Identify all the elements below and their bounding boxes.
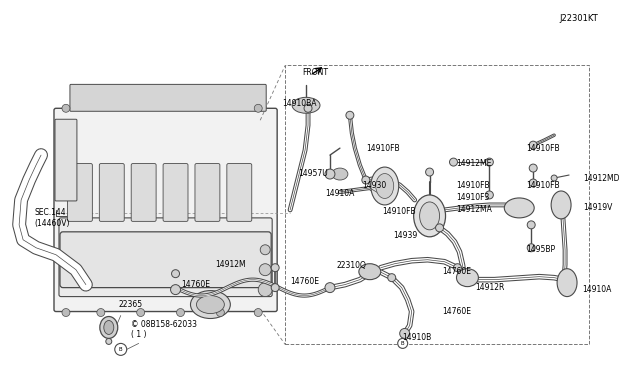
Circle shape xyxy=(362,176,370,184)
Text: 14910FB: 14910FB xyxy=(456,180,490,189)
Ellipse shape xyxy=(196,296,225,314)
Ellipse shape xyxy=(456,269,479,286)
Ellipse shape xyxy=(359,264,381,280)
FancyBboxPatch shape xyxy=(195,164,220,221)
Circle shape xyxy=(254,308,262,317)
Circle shape xyxy=(426,168,433,176)
Circle shape xyxy=(62,104,70,112)
Circle shape xyxy=(254,104,262,112)
Circle shape xyxy=(172,270,180,278)
Circle shape xyxy=(529,179,537,187)
Circle shape xyxy=(449,158,458,166)
Bar xyxy=(285,65,589,344)
Circle shape xyxy=(527,244,535,252)
FancyBboxPatch shape xyxy=(54,108,277,311)
Text: 22310Q: 22310Q xyxy=(337,261,367,270)
Ellipse shape xyxy=(413,195,445,237)
Text: 14912ME: 14912ME xyxy=(456,158,492,167)
Text: 14912MD: 14912MD xyxy=(583,173,620,183)
Ellipse shape xyxy=(292,97,320,113)
Text: 14760E: 14760E xyxy=(442,307,472,316)
Text: 14910FB: 14910FB xyxy=(382,208,415,217)
FancyBboxPatch shape xyxy=(227,164,252,221)
Ellipse shape xyxy=(100,317,118,339)
Circle shape xyxy=(171,285,180,295)
Text: 14912MA: 14912MA xyxy=(456,205,492,214)
Circle shape xyxy=(346,111,354,119)
Circle shape xyxy=(529,164,537,172)
Text: 14912M: 14912M xyxy=(215,260,246,269)
Ellipse shape xyxy=(104,321,114,334)
Circle shape xyxy=(62,308,70,317)
FancyBboxPatch shape xyxy=(59,218,272,296)
Circle shape xyxy=(97,308,105,317)
Circle shape xyxy=(216,308,225,317)
Circle shape xyxy=(271,283,279,292)
Circle shape xyxy=(400,328,410,339)
Circle shape xyxy=(551,175,557,181)
Text: B: B xyxy=(119,347,122,352)
Ellipse shape xyxy=(557,269,577,296)
Text: 14910A: 14910A xyxy=(582,285,611,294)
FancyBboxPatch shape xyxy=(67,164,92,221)
Ellipse shape xyxy=(376,174,394,198)
Circle shape xyxy=(485,158,493,166)
FancyBboxPatch shape xyxy=(163,164,188,221)
Circle shape xyxy=(177,308,184,317)
Text: 14760E: 14760E xyxy=(442,267,472,276)
FancyBboxPatch shape xyxy=(70,84,266,111)
Text: 14910A: 14910A xyxy=(325,189,355,199)
Text: 14910FB: 14910FB xyxy=(526,144,560,153)
Circle shape xyxy=(529,141,537,149)
Circle shape xyxy=(454,264,461,272)
Ellipse shape xyxy=(332,168,348,180)
Text: 14910FB: 14910FB xyxy=(366,144,399,153)
Circle shape xyxy=(106,339,112,344)
Circle shape xyxy=(527,221,535,229)
Circle shape xyxy=(325,283,335,293)
Circle shape xyxy=(325,169,335,179)
Text: 1495BP: 1495BP xyxy=(526,245,556,254)
Circle shape xyxy=(258,283,272,296)
Text: B: B xyxy=(401,341,404,346)
Circle shape xyxy=(260,245,270,255)
Circle shape xyxy=(137,308,145,317)
Text: 14910FB: 14910FB xyxy=(526,180,560,189)
Circle shape xyxy=(485,191,493,199)
Text: 14919V: 14919V xyxy=(583,203,612,212)
Text: 14957U: 14957U xyxy=(298,169,328,177)
Text: 14910F3: 14910F3 xyxy=(456,193,490,202)
Circle shape xyxy=(259,264,271,276)
Text: SEC.144
(14460V): SEC.144 (14460V) xyxy=(34,208,70,228)
Text: 14939: 14939 xyxy=(393,231,417,240)
Ellipse shape xyxy=(504,198,534,218)
Text: FRONT: FRONT xyxy=(302,68,328,77)
Circle shape xyxy=(115,343,127,355)
Text: 22365: 22365 xyxy=(119,300,143,309)
FancyBboxPatch shape xyxy=(60,232,271,288)
Circle shape xyxy=(271,264,279,272)
Circle shape xyxy=(397,339,408,349)
Ellipse shape xyxy=(191,291,230,318)
Circle shape xyxy=(436,224,444,232)
FancyBboxPatch shape xyxy=(55,119,77,201)
Ellipse shape xyxy=(551,191,571,219)
Text: © 08B158-62033
( 1 ): © 08B158-62033 ( 1 ) xyxy=(131,320,196,339)
Text: 14930: 14930 xyxy=(362,182,386,190)
Text: 14760E: 14760E xyxy=(290,277,319,286)
FancyBboxPatch shape xyxy=(99,164,124,221)
Text: 14910B: 14910B xyxy=(403,333,432,342)
Circle shape xyxy=(388,274,396,282)
Text: 14910BA: 14910BA xyxy=(282,99,317,108)
Text: 14760E: 14760E xyxy=(181,280,210,289)
Circle shape xyxy=(304,104,312,112)
Ellipse shape xyxy=(371,167,399,205)
FancyBboxPatch shape xyxy=(131,164,156,221)
Text: 14912R: 14912R xyxy=(476,283,505,292)
Ellipse shape xyxy=(420,202,440,230)
Text: J22301KT: J22301KT xyxy=(559,14,598,23)
